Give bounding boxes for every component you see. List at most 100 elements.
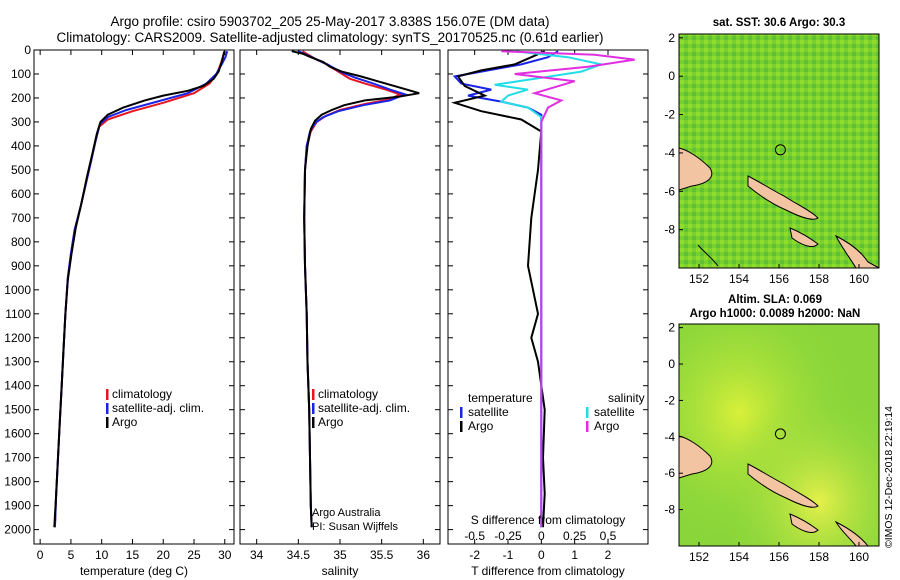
map-y-tick-label: -8 xyxy=(664,503,675,517)
temperature-axes-frame xyxy=(33,49,235,545)
legend-entry: climatology xyxy=(318,387,378,401)
depth-tick-label: 200 xyxy=(11,91,31,105)
legend-swatch xyxy=(106,417,109,428)
map-y-tick-label: -4 xyxy=(664,146,675,160)
legend-swatch xyxy=(460,407,463,418)
depth-tick-label: 400 xyxy=(11,139,31,153)
map-x-tick-label: 152 xyxy=(689,550,709,564)
map-y-tick-label: 2 xyxy=(668,321,675,335)
legend-entry: climatology xyxy=(112,387,172,401)
map-x-tick-label: 160 xyxy=(849,550,869,564)
x-tick-label: 34 xyxy=(250,548,264,562)
series-line-temperature-argo xyxy=(450,50,546,528)
depth-tick-label: 2000 xyxy=(4,523,31,537)
map-x-tick-label: 160 xyxy=(849,272,869,286)
x-tick-label: -2 xyxy=(469,548,480,562)
x-tick-label: 34.5 xyxy=(287,548,311,562)
difference-legend: temperature salinitysatelliteArgosatellit… xyxy=(460,391,645,433)
map-y-tick-label: -2 xyxy=(664,393,675,407)
depth-tick-label: 1600 xyxy=(4,427,31,441)
map-x-tick-label: 154 xyxy=(729,272,749,286)
map-x-tick-label: 158 xyxy=(809,272,829,286)
legend-swatch xyxy=(106,403,109,414)
salinity-depth-ticks xyxy=(240,49,440,531)
depth-tick-label: 100 xyxy=(11,67,31,81)
depth-tick-label: 1000 xyxy=(4,283,31,297)
salinity-axes-frame xyxy=(239,49,441,545)
salinity-panel: 34 34.5 35 35.5 36 salinity climatologysatel… xyxy=(239,49,441,578)
legend-entry: satellite xyxy=(594,405,635,419)
map-y-tick-label: 0 xyxy=(668,357,675,371)
map-x-tick-label: 156 xyxy=(769,272,789,286)
difference-xlabel: T difference from climatology xyxy=(471,564,625,578)
credit-line2: PI: Susan Wijffels xyxy=(312,521,398,533)
map-x-tick-label: 156 xyxy=(769,550,789,564)
series-line-satellite-adj-clim- xyxy=(53,50,229,528)
depth-tick-label: 1500 xyxy=(4,403,31,417)
x-tick-label: 25 xyxy=(187,548,201,562)
x-tick-label: 2 xyxy=(605,548,612,562)
x-tick-label: 15 xyxy=(126,548,140,562)
imos-watermark: ©IMOS 12-Dec-2018 22:19:14 xyxy=(883,406,895,548)
sst-coastline xyxy=(678,147,880,269)
map-x-tick-label: 158 xyxy=(809,550,829,564)
legend-swatch xyxy=(312,403,315,414)
depth-tick-label: 1300 xyxy=(4,355,31,369)
depth-tick-label: 700 xyxy=(11,211,31,225)
map-x-tick-label: 152 xyxy=(689,272,709,286)
legend-entry: satellite-adj. clim. xyxy=(112,401,204,415)
map-x-tick-label: 154 xyxy=(729,550,749,564)
depth-tick-label: 1400 xyxy=(4,379,31,393)
legend-entry: Argo xyxy=(318,415,344,429)
s-difference-top-axis: -0.5 -0.25 0 0.25 0.5 xyxy=(464,529,616,543)
legend-swatch xyxy=(586,407,589,418)
difference-panel: -2 -1 0 1 2 -0.5 -0.25 0 0.25 0.5 T difference f… xyxy=(447,49,649,578)
legend-entry: Argo xyxy=(594,419,620,433)
figure-title-line2: Climatology: CARS2009. Satellite-adjuste… xyxy=(56,30,603,45)
legend-entry: Argo xyxy=(112,415,138,429)
sst-map-title: sat. SST: 30.6 Argo: 30.3 xyxy=(713,17,846,29)
s-diff-tick-label: -0.5 xyxy=(464,529,485,543)
x-tick-label: 1 xyxy=(571,548,578,562)
temperature-x-axis: 0 5 10 15 20 25 30 xyxy=(37,50,232,562)
depth-tick-label: 800 xyxy=(11,235,31,249)
sla-map-title: Altim. SLA: 0.069 xyxy=(728,294,822,306)
depth-tick-label: 1700 xyxy=(4,451,31,465)
depth-tick-label: 0 xyxy=(24,43,31,57)
temperature-lines xyxy=(53,50,229,528)
s-diff-tick-label: 0.5 xyxy=(600,529,617,543)
legend-swatch xyxy=(586,421,589,432)
s-diff-tick-label: 0.25 xyxy=(563,529,587,543)
depth-tick-label: 1900 xyxy=(4,499,31,513)
x-tick-label: 30 xyxy=(218,548,232,562)
legend-entry: Argo xyxy=(468,419,494,433)
legend-swatch xyxy=(312,389,315,400)
difference-depth-ticks xyxy=(448,49,648,531)
legend-swatch xyxy=(106,389,109,400)
sla-field-high-2 xyxy=(679,324,879,546)
series-line-argo xyxy=(53,50,226,528)
map-y-tick-label: -4 xyxy=(664,430,675,444)
map-y-tick-label: -6 xyxy=(664,466,675,480)
difference-axes-frame xyxy=(447,49,649,545)
temperature-xlabel: temperature (deg C) xyxy=(80,564,188,578)
legend-swatch xyxy=(460,421,463,432)
salinity-xlabel: salinity xyxy=(322,564,359,578)
map-y-tick-label: -6 xyxy=(664,184,675,198)
sla-float-position-marker xyxy=(774,428,786,440)
series-line-salinity-satellite xyxy=(494,50,605,528)
x-tick-label: 35.5 xyxy=(370,548,394,562)
depth-tick-label: 600 xyxy=(11,187,31,201)
map-y-tick-label: -8 xyxy=(664,223,675,237)
x-tick-label: 10 xyxy=(95,548,109,562)
s-difference-label: S difference from climatology xyxy=(471,513,626,527)
sla-map-panel: Altim. SLA: 0.069 Argo h1000: 0.0089 h20… xyxy=(664,294,880,564)
s-diff-tick-label: 0 xyxy=(538,529,545,543)
sst-float-position-marker xyxy=(774,144,786,156)
sst-field xyxy=(679,34,879,268)
depth-tick-label: 900 xyxy=(11,259,31,273)
sla-map-axes: 152 154 156 158 160 2 0 -2 -4 -6 -8 xyxy=(664,321,869,564)
